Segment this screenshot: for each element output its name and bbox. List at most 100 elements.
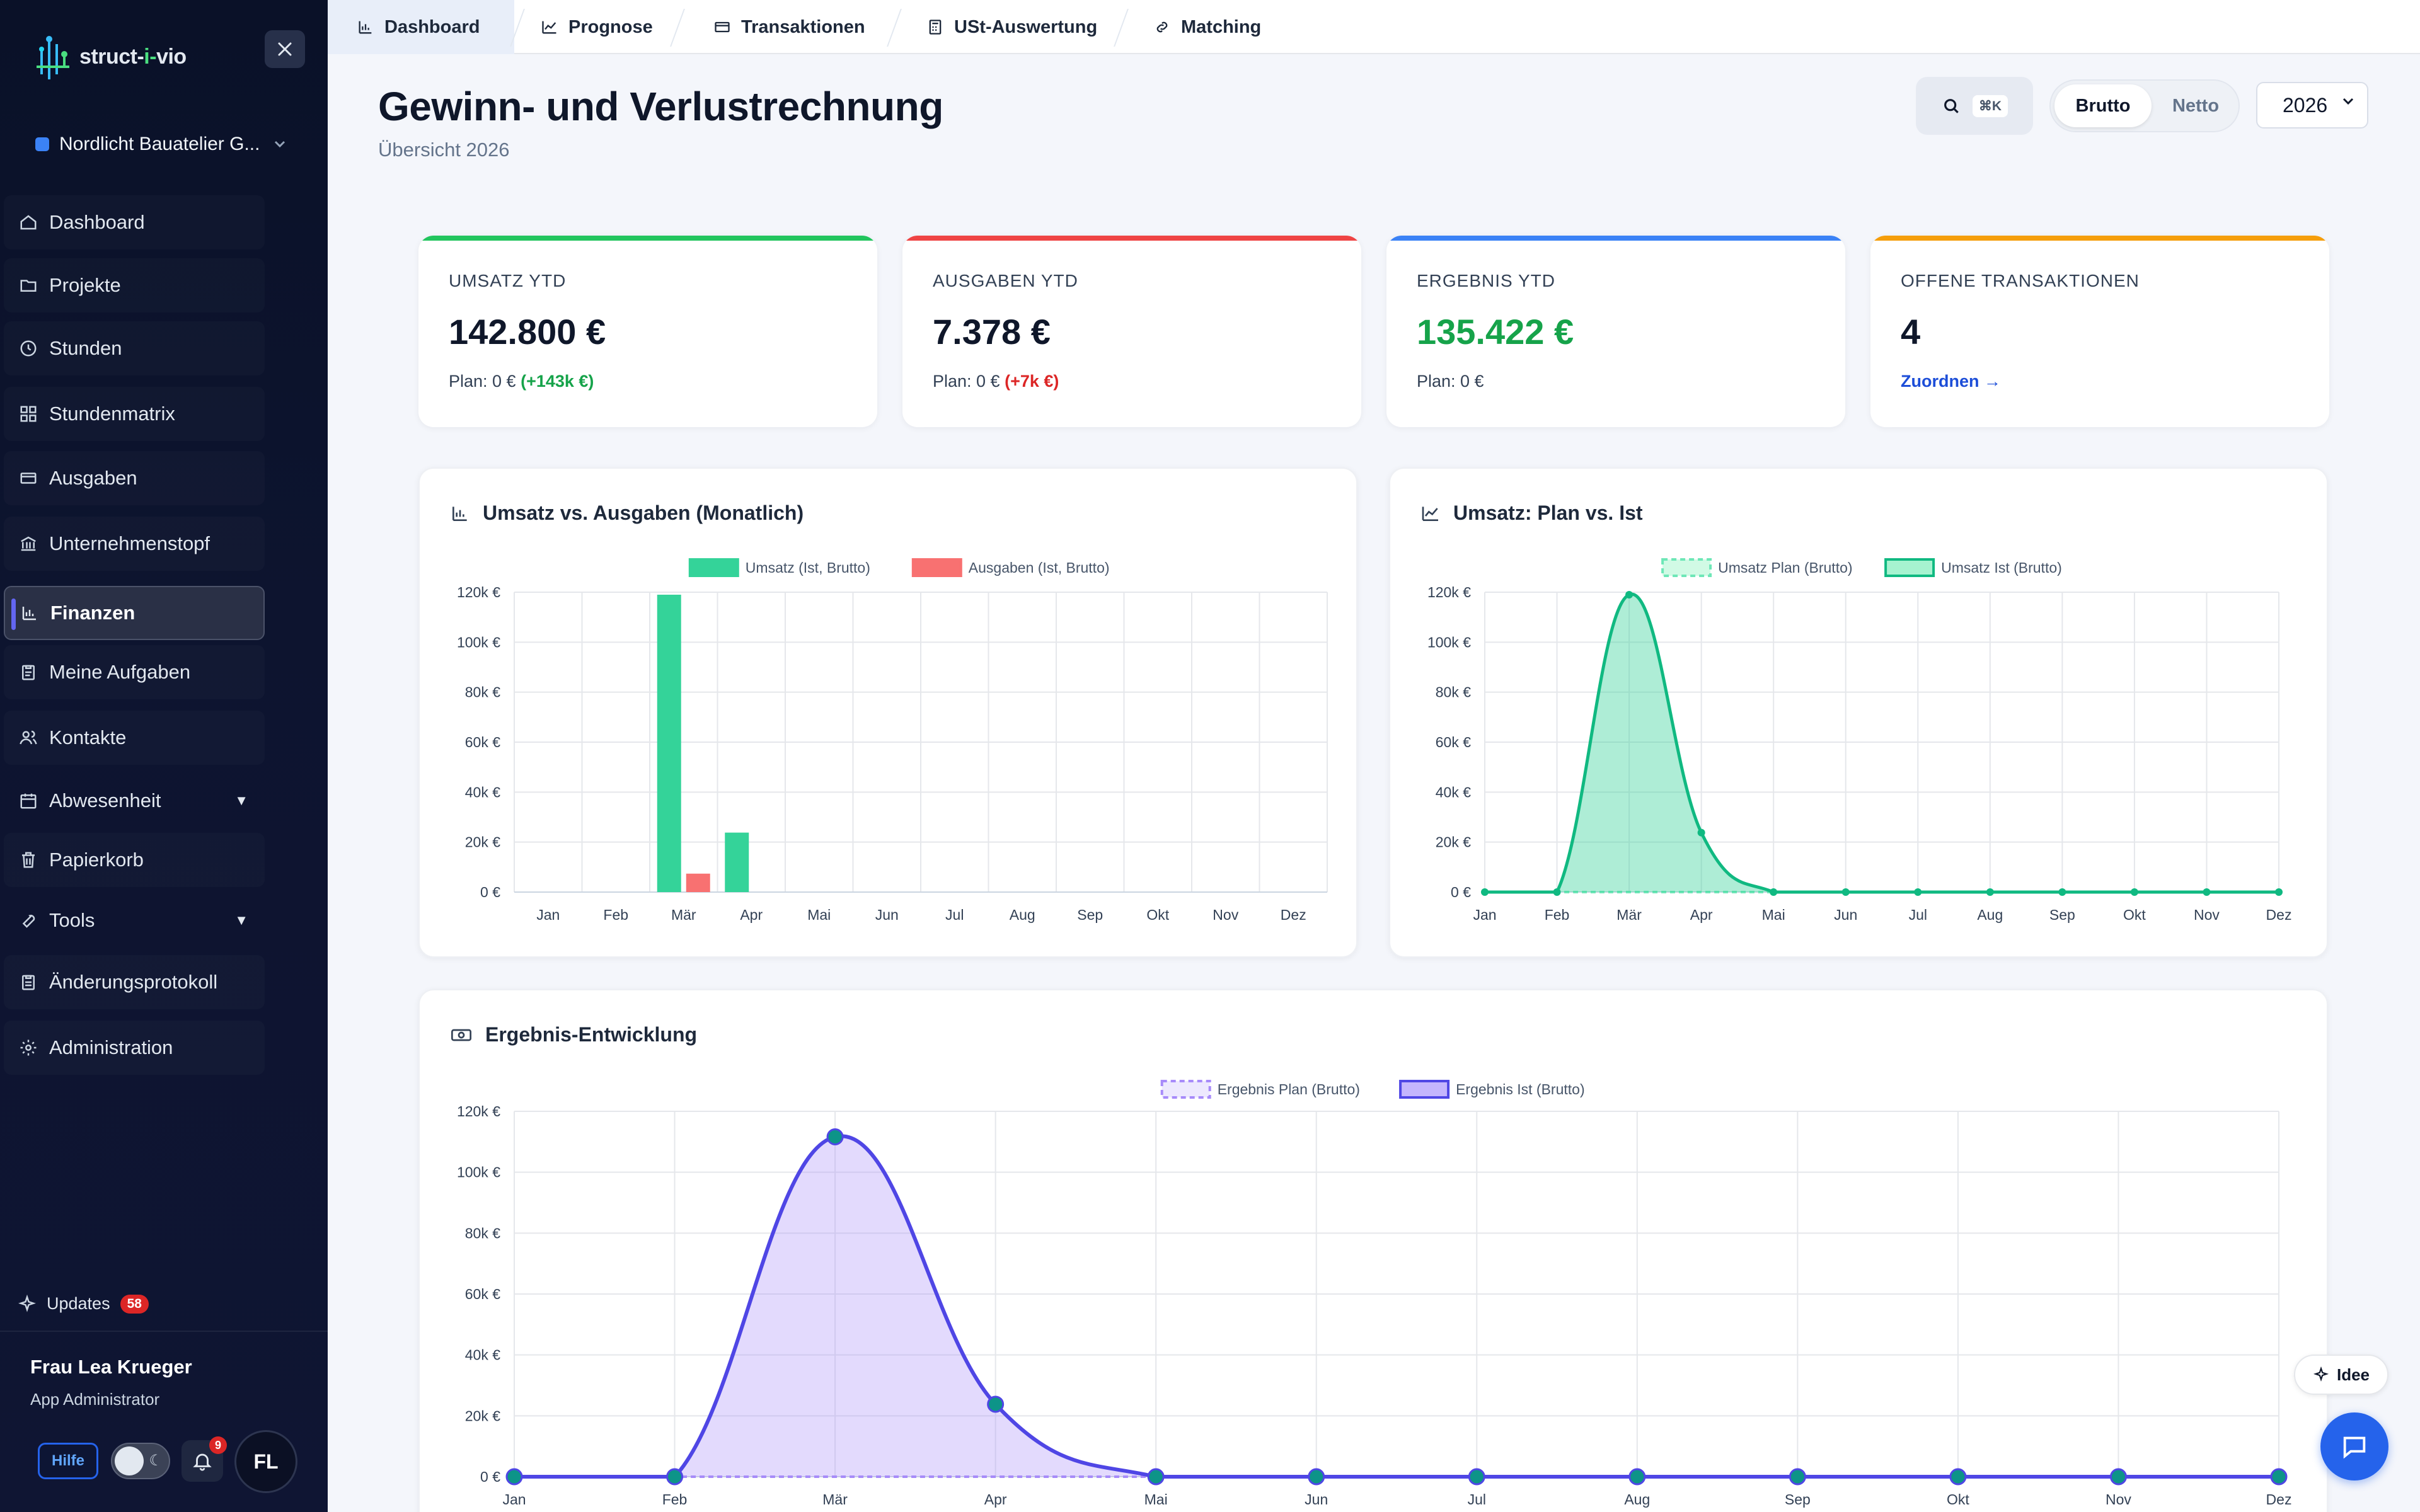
x-tick-label: Feb bbox=[662, 1491, 688, 1508]
x-tick-label: Apr bbox=[740, 907, 763, 923]
calendar-icon bbox=[20, 793, 37, 809]
sidebar-item-papierkorb[interactable]: Papierkorb bbox=[4, 833, 265, 887]
kpi-label: AUSGABEN YTD bbox=[933, 271, 1078, 290]
tab-prognose[interactable]: Prognose bbox=[541, 0, 653, 54]
sidebar-item-tools[interactable]: Tools ▼ bbox=[4, 893, 265, 948]
search-button[interactable]: ⌘K bbox=[1916, 77, 2033, 135]
sidebar-item-label: Finanzen bbox=[50, 602, 135, 624]
data-point bbox=[1986, 888, 1994, 896]
x-tick-label: Dez bbox=[2266, 1491, 2292, 1508]
money-icon bbox=[451, 1029, 471, 1041]
toggle-knob bbox=[115, 1446, 144, 1475]
bar-chart-icon bbox=[359, 21, 372, 34]
clock-icon bbox=[20, 340, 37, 357]
calculator-icon bbox=[929, 20, 942, 35]
area-fill bbox=[514, 1136, 2279, 1477]
tab-label: Transaktionen bbox=[741, 16, 865, 37]
x-tick-label: Sep bbox=[1785, 1491, 1811, 1508]
sidebar-item-aenderungsprotokoll[interactable]: Änderungsprotokoll bbox=[4, 955, 265, 1009]
sidebar-item-label: Kontakte bbox=[49, 726, 127, 748]
sidebar-item-administration[interactable]: Administration bbox=[4, 1021, 265, 1075]
sidebar-item-dashboard[interactable]: Dashboard bbox=[4, 195, 265, 249]
updates-link[interactable]: Updates 58 bbox=[18, 1294, 149, 1314]
logo-text: struct-i-vio bbox=[79, 45, 187, 69]
user-role: App Administrator bbox=[30, 1390, 160, 1409]
tab-label: Matching bbox=[1181, 16, 1262, 37]
chart-title-row: Ergebnis-Entwicklung bbox=[450, 1023, 697, 1046]
sidebar-item-label: Unternehmenstopf bbox=[49, 532, 210, 554]
x-tick-label: Mai bbox=[1144, 1491, 1168, 1508]
data-point bbox=[1553, 888, 1561, 896]
brutto-option[interactable]: Brutto bbox=[2054, 84, 2152, 127]
chevron-down-icon: ▼ bbox=[234, 912, 248, 928]
kpi-plan: Plan: 0 € (+7k €) bbox=[933, 372, 1059, 391]
tab-dashboard[interactable]: Dashboard bbox=[328, 0, 514, 54]
sidebar-item-ausgaben[interactable]: Ausgaben bbox=[4, 451, 265, 505]
year-select[interactable]: 2026 bbox=[2256, 82, 2368, 129]
close-sidebar-button[interactable] bbox=[265, 30, 305, 68]
chat-button[interactable] bbox=[2320, 1412, 2388, 1480]
x-tick-label: Mai bbox=[807, 907, 831, 923]
data-point bbox=[1841, 888, 1850, 896]
user-name: Frau Lea Krueger bbox=[30, 1356, 192, 1378]
netto-option[interactable]: Netto bbox=[2172, 95, 2220, 116]
sidebar-item-projekte[interactable]: Projekte bbox=[4, 258, 265, 312]
x-tick-label: Sep bbox=[2049, 907, 2075, 923]
y-tick-label: 120k € bbox=[1427, 584, 1471, 600]
kpi-label: ERGEBNIS YTD bbox=[1417, 271, 1555, 290]
sidebar-item-kontakte[interactable]: Kontakte bbox=[4, 711, 265, 765]
bar-chart-icon bbox=[22, 607, 36, 621]
card-icon bbox=[715, 21, 730, 33]
bar-chart: 120k € 100k € 80k € 60k € 40k € 20k € 0 € Jan Fe… bbox=[457, 558, 1328, 923]
users-icon bbox=[20, 730, 37, 745]
idee-button[interactable]: Idee bbox=[2294, 1354, 2388, 1395]
data-point bbox=[1628, 1468, 1646, 1486]
sidebar-item-finanzen[interactable]: Finanzen bbox=[4, 586, 265, 640]
y-tick-label: 80k € bbox=[465, 684, 500, 701]
company-color-dot bbox=[35, 137, 49, 151]
year-value: 2026 bbox=[2283, 93, 2328, 117]
x-tick-label: Okt bbox=[2123, 907, 2146, 923]
data-point bbox=[1147, 1468, 1165, 1486]
logo-icon bbox=[37, 36, 69, 79]
kpi-card-umsatz: UMSATZ YTD 142.800 € Plan: 0 € (+143k €) bbox=[418, 236, 877, 427]
bar bbox=[657, 594, 681, 892]
zuordnen-link[interactable]: Zuordnen → bbox=[1901, 372, 2001, 391]
data-point bbox=[2275, 888, 2283, 896]
y-tick-label: 80k € bbox=[465, 1225, 500, 1241]
chart-title-row: Umsatz vs. Ausgaben (Monatlich) bbox=[450, 501, 804, 525]
legend-label: Umsatz (Ist, Brutto) bbox=[746, 559, 870, 576]
notification-count-badge: 9 bbox=[209, 1436, 227, 1454]
data-point bbox=[1481, 888, 1489, 896]
kpi-accent-bar bbox=[1870, 236, 2329, 241]
company-selector[interactable]: Nordlicht Bauatelier G... bbox=[35, 134, 287, 155]
sidebar-item-unternehmenstopf[interactable]: Unternehmenstopf bbox=[4, 517, 265, 571]
app-logo[interactable]: struct-i-vio bbox=[33, 30, 187, 83]
x-tick-label: Dez bbox=[2266, 907, 2292, 923]
sidebar-item-abwesenheit[interactable]: Abwesenheit ▼ bbox=[4, 774, 265, 828]
chart-title: Umsatz: Plan vs. Ist bbox=[1453, 501, 1643, 524]
legend-label: Umsatz Plan (Brutto) bbox=[1718, 559, 1852, 576]
area-chart: 120k € 100k € 80k € 60k € 40k € 20k € 0 €Jan Fe… bbox=[1427, 558, 2292, 923]
tab-separator bbox=[1114, 9, 1129, 47]
x-tick-label: Jul bbox=[945, 907, 964, 923]
theme-toggle[interactable]: ☾ bbox=[111, 1443, 170, 1479]
y-tick-label: 20k € bbox=[465, 1407, 500, 1424]
kpi-plan-text: Plan: 0 € bbox=[933, 372, 1005, 391]
sidebar-item-stunden[interactable]: Stunden bbox=[4, 321, 265, 375]
page-title: Gewinn- und Verlustrechnung bbox=[378, 84, 943, 129]
sidebar-item-stundenmatrix[interactable]: Stundenmatrix bbox=[4, 387, 265, 441]
tab-transaktionen[interactable]: Transaktionen bbox=[713, 0, 865, 54]
legend-swatch bbox=[1884, 558, 1935, 577]
kpi-accent-bar bbox=[902, 236, 1361, 241]
help-button[interactable]: Hilfe bbox=[38, 1443, 98, 1479]
sidebar-item-label: Dashboard bbox=[49, 211, 145, 233]
tab-matching[interactable]: Matching bbox=[1153, 0, 1261, 54]
y-tick-label: 40k € bbox=[465, 1347, 500, 1363]
x-tick-label: Nov bbox=[2106, 1491, 2131, 1508]
notifications-button[interactable]: 9 bbox=[182, 1436, 227, 1482]
tab-ust-auswertung[interactable]: USt-Auswertung bbox=[926, 0, 1097, 54]
sidebar-item-meine-aufgaben[interactable]: Meine Aufgaben bbox=[4, 645, 265, 699]
avatar[interactable]: FL bbox=[234, 1430, 297, 1493]
chevron-down-icon bbox=[274, 140, 285, 148]
